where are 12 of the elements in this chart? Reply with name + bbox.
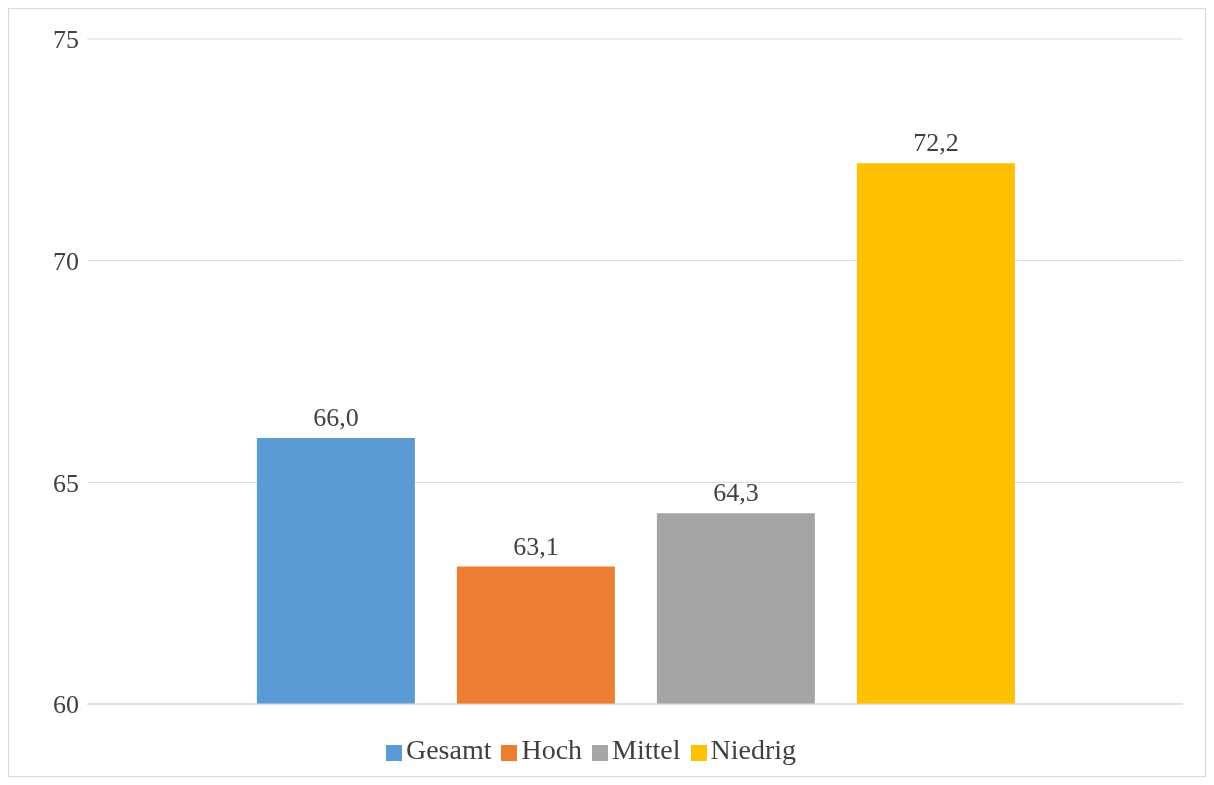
y-tick-label: 75 xyxy=(53,25,79,55)
data-label: 72,2 xyxy=(913,128,959,158)
legend-label: Hoch xyxy=(521,734,583,765)
legend-label: Mittel xyxy=(612,734,681,765)
data-label: 66,0 xyxy=(313,403,359,432)
legend-label: Gesamt xyxy=(405,734,492,765)
y-tick-label: 70 xyxy=(53,246,79,276)
data-label: 64,3 xyxy=(713,478,759,508)
data-label: 63,1 xyxy=(513,531,559,561)
y-tick-label: 60 xyxy=(53,690,79,720)
y-tick-label: 65 xyxy=(53,468,79,498)
legend-label: Niedrig xyxy=(710,734,797,765)
